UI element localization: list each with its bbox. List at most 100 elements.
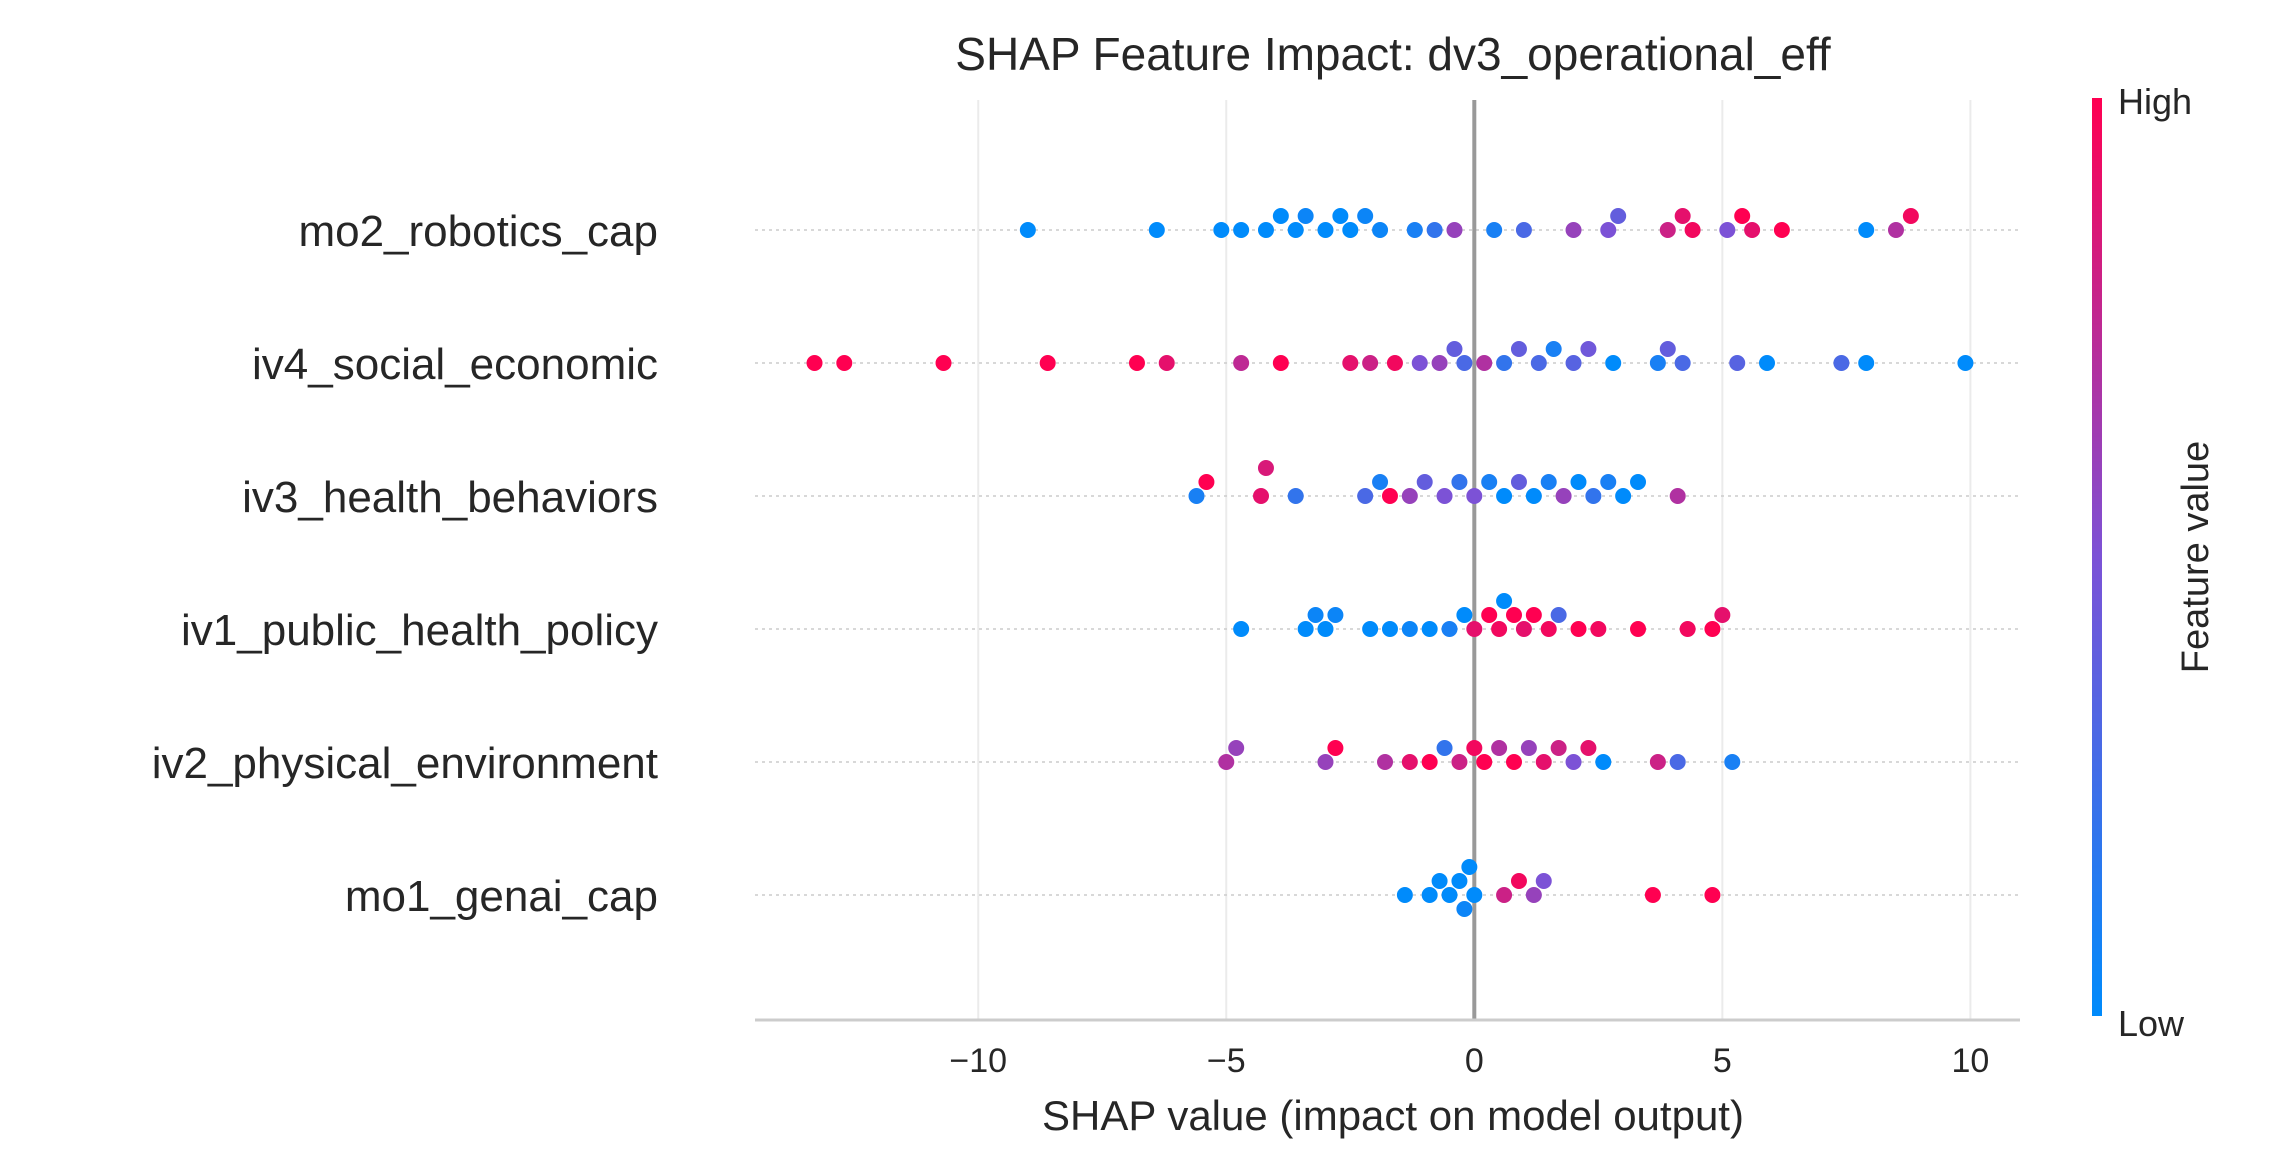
shap-point (1421, 621, 1438, 637)
shap-point (1595, 754, 1612, 770)
feature-label: iv3_health_behaviors (242, 473, 658, 522)
shap-point (1644, 887, 1661, 903)
shap-point (1401, 621, 1418, 637)
shap-point (1496, 355, 1513, 371)
shap-point (1188, 488, 1205, 504)
shap-point (1466, 488, 1483, 504)
shap-point (1565, 355, 1582, 371)
shap-point (1510, 474, 1527, 490)
shap-point (1401, 754, 1418, 770)
shap-point (1466, 621, 1483, 637)
shap-point (1476, 355, 1493, 371)
shap-point (1411, 355, 1428, 371)
shap-point (1585, 488, 1602, 504)
shap-point (1461, 859, 1478, 875)
feature-label: mo2_robotics_cap (298, 207, 658, 256)
shap-point (1550, 607, 1567, 623)
feature-labels: mo2_robotics_cap iv4_social_economic iv3_h… (152, 207, 658, 921)
shap-point (1039, 355, 1056, 371)
shap-point (1510, 873, 1527, 889)
shap-point (1431, 355, 1448, 371)
colorbar-title: Feature value (2175, 441, 2217, 673)
shap-point (1486, 222, 1503, 238)
shap-point (1565, 754, 1582, 770)
shap-point (1600, 222, 1617, 238)
shap-point (1257, 460, 1274, 476)
shap-point (1372, 474, 1389, 490)
shap-point (1019, 222, 1036, 238)
shap-point (1381, 488, 1398, 504)
shap-point (1451, 873, 1468, 889)
shap-point (1649, 355, 1666, 371)
shap-point (1887, 222, 1904, 238)
shap-point (1372, 222, 1389, 238)
shap-point (1525, 607, 1542, 623)
shap-point (1530, 355, 1547, 371)
shap-point (1476, 754, 1493, 770)
shap-point (1833, 355, 1850, 371)
colorbar-high-label: High (2118, 81, 2192, 122)
shap-point (1446, 222, 1463, 238)
feature-label: iv1_public_health_policy (181, 606, 658, 655)
shap-point (1441, 621, 1458, 637)
shap-point (1510, 341, 1527, 357)
shap-point (1704, 621, 1721, 637)
shap-point (1362, 621, 1379, 637)
shap-point (1456, 607, 1473, 623)
shap-point (1545, 341, 1562, 357)
shap-point (1377, 754, 1394, 770)
shap-point (806, 355, 823, 371)
x-tick-label: 0 (1465, 1042, 1484, 1080)
shap-point (1456, 355, 1473, 371)
shap-point (1535, 873, 1552, 889)
shap-point (1228, 740, 1245, 756)
shap-point (1416, 474, 1433, 490)
shap-point (1436, 488, 1453, 504)
shap-point (1426, 222, 1443, 238)
feature-label: mo1_genai_cap (345, 872, 658, 921)
shap-point (1659, 341, 1676, 357)
shap-point (1233, 355, 1250, 371)
shap-point (1466, 740, 1483, 756)
shap-point (1218, 754, 1235, 770)
x-tick-label: −5 (1207, 1042, 1246, 1080)
shap-point (1759, 355, 1775, 371)
shap-point (1287, 222, 1304, 238)
shap-point (1669, 754, 1686, 770)
shap-point (1674, 355, 1691, 371)
x-tick-label: 10 (1951, 1042, 1989, 1080)
shap-point (1704, 887, 1721, 903)
shap-point (1600, 474, 1617, 490)
shap-point (1520, 740, 1537, 756)
shap-point (1506, 754, 1522, 770)
colorbar-low-label: Low (2118, 1003, 2185, 1044)
shap-point (1491, 621, 1508, 637)
shap-point (1570, 621, 1587, 637)
chart-title: SHAP Feature Impact: dv3_operational_eff (955, 28, 1831, 80)
shap-point (1570, 474, 1587, 490)
shap-point (1297, 621, 1314, 637)
shap-point (1496, 887, 1513, 903)
shap-point (1540, 621, 1557, 637)
shap-point (1659, 222, 1676, 238)
shap-point (1535, 754, 1552, 770)
shap-point (1605, 355, 1622, 371)
shap-point (1297, 208, 1314, 224)
shap-point (1580, 341, 1597, 357)
shap-point (1386, 355, 1403, 371)
shap-point (1253, 488, 1269, 504)
shap-point (1357, 208, 1374, 224)
shap-point (1550, 740, 1567, 756)
x-axis-label: SHAP value (impact on model output) (1042, 1092, 1744, 1139)
shap-point (1515, 621, 1532, 637)
shap-point (1287, 488, 1304, 504)
shap-point (1714, 607, 1731, 623)
x-axis-ticks: −10 −5 0 5 10 (949, 1042, 1989, 1080)
shap-point (1858, 355, 1875, 371)
shap-point (1148, 222, 1165, 238)
shap-point (1128, 355, 1145, 371)
shap-point (1233, 222, 1250, 238)
shap-point (1406, 222, 1423, 238)
shap-point (1396, 887, 1413, 903)
